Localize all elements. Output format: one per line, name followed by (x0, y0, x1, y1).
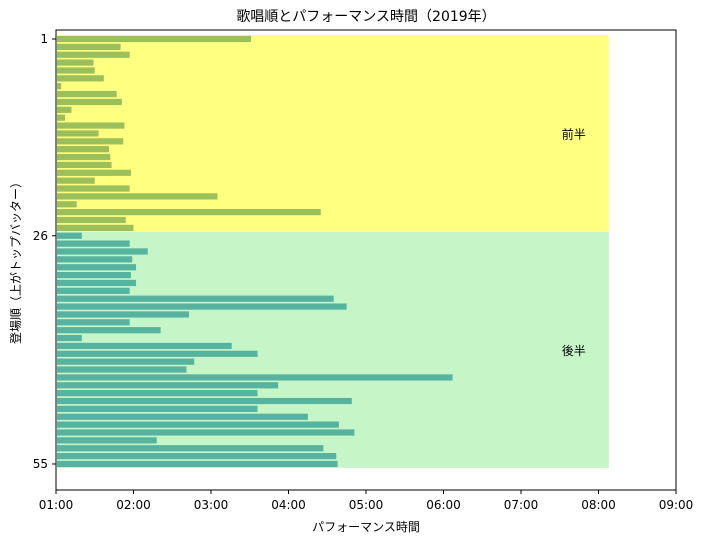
bar-7 (57, 83, 62, 90)
bar-17 (57, 161, 112, 169)
band-label-1: 前半 (562, 126, 586, 141)
bar-41 (57, 350, 258, 357)
x-tick-label-7: 08:00 (581, 498, 616, 512)
bar-14 (57, 138, 124, 145)
bar-25 (57, 224, 134, 231)
x-tick-label-8: 09:00 (659, 498, 694, 512)
bar-28 (57, 248, 148, 255)
bar-53 (57, 445, 324, 452)
bar-55 (57, 460, 338, 468)
bar-26 (57, 232, 82, 239)
bar-20 (57, 185, 130, 192)
bar-50 (57, 421, 339, 428)
y-tick-label-2: 55 (33, 457, 48, 471)
band-2 (57, 231, 609, 468)
bar-42 (57, 358, 195, 365)
bar-52 (57, 437, 157, 444)
bar-49 (57, 413, 308, 420)
x-tick-label-2: 03:00 (194, 498, 229, 512)
bar-30 (57, 264, 137, 271)
bar-22 (57, 201, 77, 208)
bar-54 (57, 453, 337, 460)
bar-29 (57, 256, 133, 263)
bar-24 (57, 216, 126, 224)
bar-8 (57, 90, 117, 98)
bar-5 (57, 67, 95, 74)
band-label-2: 後半 (562, 344, 586, 358)
bar-23 (57, 209, 321, 216)
bar-21 (57, 193, 218, 200)
bar-47 (57, 397, 352, 405)
bar-46 (57, 390, 258, 397)
bar-4 (57, 59, 94, 66)
bar-38 (57, 327, 161, 334)
bar-16 (57, 153, 111, 161)
bar-43 (57, 366, 187, 373)
x-axis: 01:00 02:00 03:00 04:00 05:00 06:00 07:00 08:00… (39, 490, 694, 512)
bar-15 (57, 146, 109, 153)
bar-10 (57, 106, 72, 113)
bar-51 (57, 429, 355, 436)
bar-34 (57, 295, 334, 302)
bar-39 (57, 334, 82, 342)
bar-19 (57, 177, 95, 184)
bar-1 (57, 35, 252, 43)
x-tick-label-3: 04:00 (271, 498, 306, 512)
bar-33 (57, 287, 130, 294)
x-tick-label-4: 05:00 (349, 498, 384, 512)
y-axis-label: 登場順（上がトップバッター） (8, 176, 23, 344)
bar-2 (57, 43, 121, 50)
bar-35 (57, 303, 347, 310)
x-tick-label-5: 06:00 (426, 498, 461, 512)
chart-title: 歌唱順とパフォーマンス時間（2019年） (236, 9, 495, 25)
bar-36 (57, 311, 190, 318)
x-tick-label-1: 02:00 (116, 498, 151, 512)
bar-44 (57, 374, 453, 381)
bar-9 (57, 98, 122, 106)
bar-13 (57, 130, 99, 137)
bar-11 (57, 114, 66, 121)
bar-3 (57, 51, 130, 58)
y-tick-label-1: 26 (33, 229, 48, 243)
x-tick-label-0: 01:00 (39, 498, 74, 512)
x-axis-label: パフォーマンス時間 (312, 520, 420, 534)
bar-48 (57, 405, 258, 412)
bar-32 (57, 279, 137, 287)
bar-27 (57, 240, 130, 247)
y-axis: 1 26 55 (33, 32, 56, 471)
bar-12 (57, 122, 125, 129)
bar-6 (57, 75, 104, 82)
x-tick-label-6: 07:00 (504, 498, 539, 512)
band-1 (57, 35, 609, 232)
bars (57, 35, 453, 468)
bar-31 (57, 272, 131, 279)
bar-37 (57, 319, 130, 326)
bar-45 (57, 382, 279, 389)
bar-40 (57, 342, 232, 350)
bar-18 (57, 169, 131, 176)
y-tick-label-0: 1 (40, 32, 48, 46)
